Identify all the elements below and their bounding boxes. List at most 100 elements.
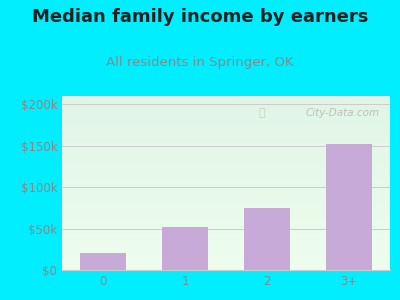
Bar	[62, 226, 390, 227]
Bar	[62, 260, 390, 261]
Bar	[80, 254, 126, 270]
Bar	[62, 171, 390, 172]
Bar	[62, 170, 390, 171]
Bar	[62, 247, 390, 248]
Bar	[62, 248, 390, 249]
Bar	[62, 165, 390, 166]
Bar	[62, 212, 390, 213]
Bar	[62, 146, 390, 147]
Bar	[62, 178, 390, 179]
Bar	[62, 221, 390, 222]
Bar	[62, 193, 390, 194]
Bar	[62, 158, 390, 159]
Bar	[62, 135, 390, 136]
Bar	[62, 117, 390, 118]
Bar	[62, 223, 390, 224]
Bar	[62, 194, 390, 195]
Bar	[62, 198, 390, 199]
Bar	[62, 157, 390, 158]
Bar	[62, 164, 390, 165]
Bar	[62, 222, 390, 223]
Bar	[62, 217, 390, 218]
Bar	[62, 154, 390, 155]
Bar	[62, 101, 390, 102]
Bar	[62, 120, 390, 121]
Bar	[62, 241, 390, 242]
Bar	[62, 136, 390, 137]
Bar	[62, 186, 390, 187]
Bar	[62, 225, 390, 226]
Bar	[62, 168, 390, 169]
Bar	[62, 187, 390, 188]
Bar	[62, 131, 390, 132]
Bar	[62, 123, 390, 124]
Bar	[62, 227, 390, 228]
Bar	[62, 246, 390, 247]
Bar	[62, 234, 390, 235]
Bar	[62, 215, 390, 216]
Bar	[62, 259, 390, 260]
Bar	[62, 243, 390, 244]
Bar	[62, 209, 390, 210]
Bar	[62, 263, 390, 264]
Bar	[62, 102, 390, 103]
Bar	[62, 130, 390, 131]
Bar	[62, 144, 390, 145]
Bar	[62, 250, 390, 251]
Bar	[62, 245, 390, 246]
Bar	[62, 163, 390, 164]
Bar	[62, 192, 390, 193]
Bar	[62, 104, 390, 105]
Bar	[62, 118, 390, 119]
Bar	[62, 96, 390, 97]
Bar	[62, 252, 390, 253]
Bar	[62, 257, 390, 258]
Bar	[62, 121, 390, 122]
Bar	[62, 261, 390, 262]
Bar	[62, 213, 390, 214]
Bar	[62, 253, 390, 254]
Bar	[62, 236, 390, 237]
Bar	[62, 206, 390, 207]
Bar	[62, 208, 390, 209]
Bar	[62, 268, 390, 269]
Bar	[62, 249, 390, 250]
Bar	[62, 220, 390, 221]
Bar	[62, 111, 390, 112]
Bar	[62, 203, 390, 204]
Bar	[62, 239, 390, 240]
Text: City-Data.com: City-Data.com	[306, 108, 380, 118]
Bar	[62, 103, 390, 104]
Bar	[62, 240, 390, 241]
Bar	[62, 160, 390, 161]
Bar	[62, 151, 390, 152]
Bar	[62, 216, 390, 217]
Bar	[62, 138, 390, 139]
Bar	[62, 238, 390, 239]
Bar	[62, 172, 390, 173]
Bar	[62, 119, 390, 120]
Bar	[62, 256, 390, 257]
Bar	[62, 167, 390, 168]
Bar	[62, 132, 390, 133]
Bar	[62, 139, 390, 140]
Bar	[62, 229, 390, 230]
Bar	[62, 183, 390, 184]
Bar	[62, 134, 390, 135]
Bar	[62, 100, 390, 101]
Bar	[244, 208, 290, 270]
Bar	[62, 156, 390, 157]
Bar	[62, 125, 390, 126]
Bar	[62, 177, 390, 178]
Bar	[326, 144, 372, 270]
Bar	[62, 143, 390, 144]
Bar	[62, 254, 390, 255]
Bar	[62, 176, 390, 177]
Bar	[62, 237, 390, 238]
Bar	[62, 204, 390, 205]
Bar	[62, 147, 390, 148]
Bar	[62, 230, 390, 231]
Bar	[62, 109, 390, 110]
Bar	[62, 200, 390, 201]
Bar	[62, 155, 390, 156]
